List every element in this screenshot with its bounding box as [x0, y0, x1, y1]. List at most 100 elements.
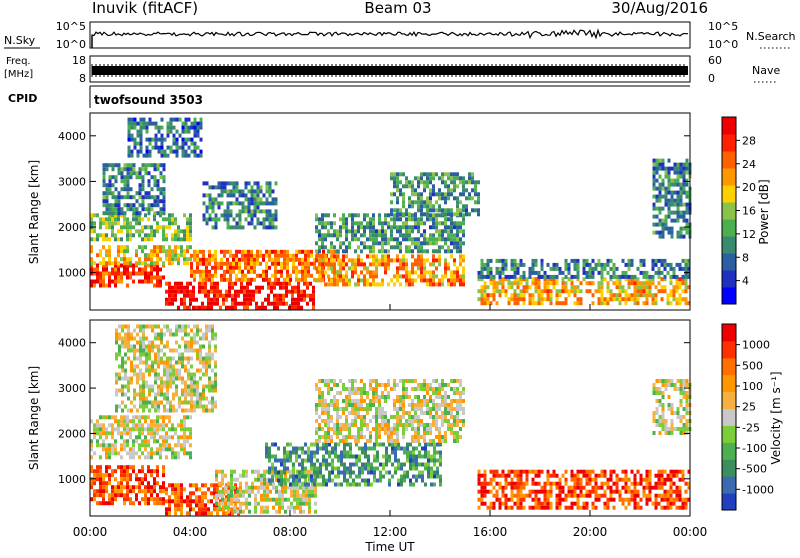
heatmap-cell — [141, 237, 144, 241]
heatmap-band — [90, 465, 165, 505]
heatmap-cell — [299, 494, 302, 498]
heatmap-cell — [652, 297, 655, 301]
heatmap-cell — [438, 237, 441, 241]
heatmap-cell — [118, 199, 121, 203]
heatmap-cell — [133, 405, 136, 409]
heatmap-cell — [166, 325, 169, 329]
heatmap-cell — [96, 419, 99, 423]
heatmap-cell — [266, 486, 269, 490]
heatmap-cell — [166, 365, 169, 369]
heatmap-cell — [273, 294, 276, 298]
heatmap-cell — [462, 192, 465, 196]
heatmap-cell — [424, 447, 427, 451]
heatmap-cell — [412, 463, 415, 467]
heatmap-cell — [117, 245, 120, 249]
heatmap-cell — [348, 427, 351, 431]
heatmap-cell — [355, 459, 358, 463]
heatmap-cell — [394, 451, 397, 455]
heatmap-cell — [441, 274, 444, 278]
heatmap-cell — [280, 475, 283, 479]
heatmap-cell — [187, 325, 190, 329]
heatmap-cell — [111, 423, 114, 427]
heatmap-cell — [152, 138, 155, 142]
heatmap-cell — [396, 266, 399, 270]
heatmap-cell — [114, 469, 117, 473]
heatmap-cell — [140, 126, 143, 130]
heatmap-cell — [245, 490, 248, 494]
heatmap-cell — [628, 285, 631, 289]
heatmap-cell — [159, 427, 162, 431]
heatmap-cell — [129, 276, 132, 280]
heatmap-cell — [159, 435, 162, 439]
heatmap-cell — [438, 258, 441, 262]
heatmap-cell — [133, 365, 136, 369]
heatmap-cell — [198, 290, 201, 294]
heatmap-cell — [295, 483, 298, 487]
heatmap-cell — [165, 499, 168, 503]
heatmap-cell — [671, 191, 674, 195]
heatmap-cell — [333, 282, 336, 286]
heatmap-cell — [415, 467, 418, 471]
heatmap-cell — [417, 217, 420, 221]
heatmap-cell — [409, 451, 412, 455]
heatmap-cell — [381, 241, 384, 245]
heatmap-cell — [364, 447, 367, 451]
heatmap-cell — [221, 478, 224, 482]
heatmap-cell — [668, 207, 671, 211]
heatmap-cell — [111, 427, 114, 431]
heatmap-cell — [334, 475, 337, 479]
heatmap-cell — [120, 443, 123, 447]
heatmap-cell — [187, 377, 190, 381]
heatmap-cell — [523, 289, 526, 293]
heatmap-cell — [412, 447, 415, 451]
heatmap-cell — [292, 483, 295, 487]
heatmap-cell — [348, 278, 351, 282]
heatmap-cell — [135, 439, 138, 443]
heatmap-cell — [439, 459, 442, 463]
heatmap-cell — [559, 293, 562, 297]
heatmap-cell — [459, 225, 462, 229]
heatmap-cell — [208, 254, 211, 258]
heatmap-cell — [206, 181, 209, 185]
heatmap-band — [203, 181, 278, 229]
heatmap-cell — [193, 393, 196, 397]
heatmap-cell — [154, 199, 157, 203]
heatmap-cell — [297, 298, 300, 302]
heatmap-cell — [304, 459, 307, 463]
heatmap-cell — [184, 385, 187, 389]
heatmap-cell — [245, 502, 248, 506]
heatmap-cell — [358, 447, 361, 451]
heatmap-cell — [132, 272, 135, 276]
heatmap-cell — [574, 267, 577, 271]
heatmap-cell — [254, 213, 257, 217]
heatmap-cell — [680, 231, 683, 235]
heatmap-cell — [206, 209, 209, 213]
heatmap-cell — [346, 451, 349, 455]
heatmap-cell — [126, 217, 129, 221]
heatmap-cell — [420, 266, 423, 270]
heatmap-cell — [136, 191, 139, 195]
heatmap-cell — [208, 345, 211, 349]
heatmap-cell — [147, 501, 150, 505]
heatmap-cell — [121, 361, 124, 365]
heatmap-cell — [514, 297, 517, 301]
heatmap-cell — [166, 385, 169, 389]
heatmap-cell — [351, 225, 354, 229]
heatmap-cell — [162, 447, 165, 451]
heatmap-cell — [183, 487, 186, 491]
heatmap-cell — [417, 184, 420, 188]
heatmap-cell — [388, 455, 391, 459]
heatmap-cell — [254, 506, 257, 510]
heatmap-cell — [282, 302, 285, 306]
heatmap-cell — [227, 510, 230, 514]
heatmap-cell — [659, 175, 662, 179]
heatmap-cell — [147, 280, 150, 284]
heatmap-cell — [201, 511, 204, 515]
heatmap-cell — [153, 431, 156, 435]
heatmap-cell — [402, 196, 405, 200]
heatmap-cell — [199, 345, 202, 349]
heatmap-cell — [682, 267, 685, 271]
heatmap-cell — [210, 302, 213, 306]
heatmap-cell — [324, 435, 327, 439]
heatmap-cell — [180, 423, 183, 427]
